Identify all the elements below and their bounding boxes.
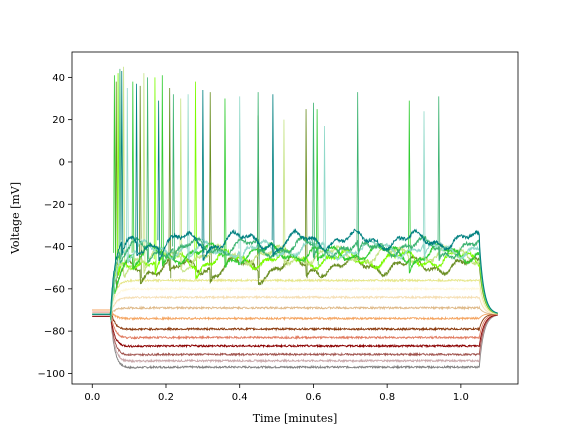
x-tick-label-0: 0.0 [84,392,100,403]
spike-14-5 [408,100,411,266]
spike-15-4 [422,111,426,262]
y-tick-label-0: −100 [38,369,65,380]
spike-17-0 [120,71,124,253]
spike-11-3 [209,92,212,279]
spike-11-2 [168,87,172,279]
spike-16-4 [312,102,315,260]
voltage-trace-6 [92,309,498,322]
x-axis: 0.0 0.2 0.4 0.6 0.8 1.0 [84,384,469,403]
spike-14-4 [315,109,319,266]
spike-12-2 [194,81,197,272]
y-tick-label-2: −60 [44,284,65,295]
voltage-trace-8 [92,294,498,315]
y-tick-label-7: 40 [52,73,65,84]
spike-15-2 [238,96,242,262]
spike-16-6 [437,96,441,260]
voltage-trace-7 [92,305,498,316]
spike-15-3 [323,126,326,262]
spike-14-2 [161,75,164,266]
voltage-trace-9 [92,286,498,315]
spike-13-0 [122,66,126,268]
spike-12-1 [153,77,157,272]
x-tick-label-2: 0.4 [232,392,248,403]
spike-16-0 [118,68,122,260]
spike-14-1 [131,81,135,266]
spike-17-2 [157,100,161,253]
spike-17-1 [135,83,139,253]
y-tick-label-6: 20 [52,115,65,126]
spike-13-2 [179,98,183,268]
voltage-trace-10 [92,277,498,315]
spike-11-1 [139,85,142,279]
spike-17-3 [201,90,205,253]
trace-group [92,66,498,370]
voltage-trace-4 [92,311,498,341]
y-tick-label-4: −20 [44,200,65,211]
spike-13-1 [142,73,146,268]
x-tick-label-1: 0.2 [158,392,174,403]
x-tick-label-5: 1.0 [453,392,469,403]
spike-15-0 [126,87,129,262]
spike-13-3 [282,119,286,268]
spike-17-4 [271,94,275,253]
x-tick-label-3: 0.6 [305,392,321,403]
voltage-trace-17 [92,228,498,315]
spike-14-3 [223,98,227,266]
spike-11-5 [304,109,308,279]
voltage-trace-0 [92,314,498,370]
spike-14-0 [113,75,116,266]
spike-11-0 [115,81,118,279]
y-tick-label-5: 0 [59,157,65,168]
plot-frame [71,51,519,385]
spike-16-2 [172,94,175,260]
spike-15-1 [186,94,190,262]
y-axis: −100 −80 −60 −40 −20 0 20 40 [38,73,72,380]
spike-16-1 [146,77,150,260]
spike-12-0 [116,73,120,272]
x-axis-label: Time [minutes] [253,412,338,425]
spike-16-5 [356,92,360,260]
spike-16-3 [257,92,260,260]
x-tick-label-4: 0.8 [379,392,395,403]
y-tick-label-3: −40 [44,242,65,253]
voltage-trace-3 [92,314,498,349]
voltage-trace-2 [92,314,498,358]
voltage-trace-5 [92,309,498,332]
y-tick-label-1: −80 [44,327,65,338]
voltage-trace-1 [92,314,498,364]
y-axis-label: Voltage [mV] [9,182,22,255]
